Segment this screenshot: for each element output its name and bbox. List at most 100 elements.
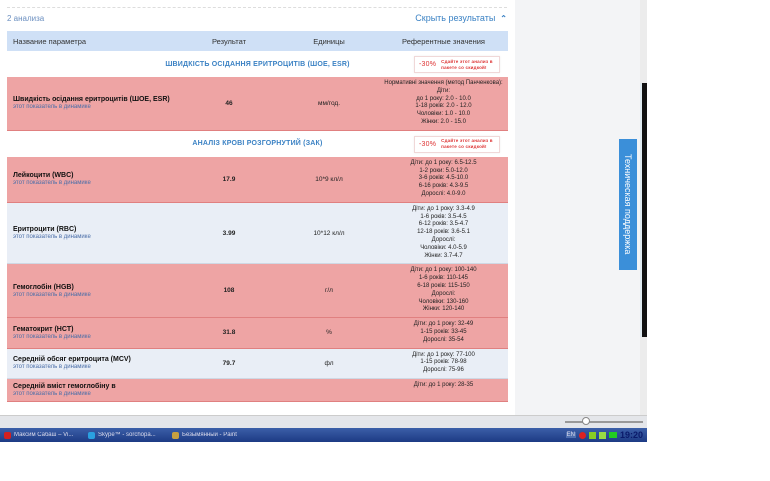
reference-line: Діти: до 1 року: 100-140	[410, 267, 477, 274]
dynamics-link[interactable]: этот показатель в динамике	[13, 333, 91, 340]
reference-line: 1-2 роки: 5.0-12.0	[419, 167, 468, 174]
zoom-slider[interactable]	[565, 421, 643, 423]
parameter-cell: Середній обсяг еритроцита (MCV) этот пока…	[7, 356, 179, 370]
reference-line: 12-18 років: 3.6-5.1	[417, 229, 470, 236]
check-tray-icon[interactable]	[598, 431, 606, 439]
dynamics-link[interactable]: этот показатель в динамике	[13, 180, 91, 187]
package-discount-promo[interactable]: -30% Сдайте этот анализ в пакете со скидк…	[414, 56, 500, 73]
section-title: ШВИДКІСТЬ ОСІДАННЯ ЕРИТРОЦИТІВ (ШОЕ, ESR…	[165, 60, 350, 68]
parameter-name: Гемоглобін (HGB)	[13, 283, 74, 291]
parameter-cell: Еритроцити (RBC) этот показатель в динами…	[7, 226, 179, 240]
reference-line: Дорослі:	[431, 290, 456, 297]
table-header: Название параметра Результат Единицы Реф…	[7, 31, 508, 51]
taskbar-button[interactable]: Максим Сабаш – Vi...	[4, 431, 84, 439]
parameter-cell: Гематокрит (HCT) этот показатель в динами…	[7, 326, 179, 340]
units-value: г/л	[325, 287, 333, 295]
header-result: Результат	[211, 36, 247, 46]
units-value: %	[326, 329, 332, 337]
reference-line: 1-6 років: 110-145	[418, 275, 469, 282]
reference-line	[379, 390, 508, 398]
reference-line: Нормативні значення (метод Панченкова):	[384, 80, 503, 86]
reference-line: Дорослі: 35-54	[423, 336, 464, 343]
hide-results-label: Скрыть результаты	[415, 13, 496, 23]
dynamics-link[interactable]: этот показатель в динамике	[13, 390, 91, 397]
task-list: Максим Сабаш – Vi... Skype™ - sorchopa...…	[0, 431, 252, 439]
reference-line: Діти: до 1 року: 6.5-12.5	[410, 159, 477, 166]
hide-results-button[interactable]: Скрыть результаты ⌃	[415, 13, 507, 23]
package-discount-promo[interactable]: -30% Сдайте этот анализ в пакете со скидк…	[414, 135, 500, 153]
result-value: 31.8	[222, 329, 236, 337]
battery-tray-icon[interactable]	[608, 432, 617, 438]
discount-badge: -30%	[419, 140, 437, 148]
results-table: Название параметра Результат Единицы Реф…	[7, 31, 508, 402]
taskbar-label: Максим Сабаш – Vi...	[14, 432, 74, 438]
app-icon	[172, 431, 179, 439]
reference-line: 1-15 років: 78-98	[420, 359, 467, 366]
promo-text: Сдайте этот анализ в пакете со скидкой!	[441, 138, 493, 150]
taskbar-label: Безымянный - Paint	[182, 432, 237, 438]
reference-line: 6-16 років: 4.3-9.5	[418, 183, 469, 190]
browser-viewport: 2 анализа Скрыть результаты ⌃ Название па…	[0, 0, 640, 415]
parameter-name: Еритроцити (RBC)	[13, 226, 77, 234]
units-value: 10*9 кл/л	[315, 175, 343, 183]
reference-line: 1-6 років: 3.5-4.5	[420, 213, 467, 220]
parameter-cell: Швидкість осідання еритроцитів (ШОЕ, ESR…	[7, 96, 179, 110]
opera-tray-icon[interactable]	[578, 431, 586, 439]
header-parameter: Название параметра	[13, 36, 87, 46]
analysis-count: 2 анализа	[7, 14, 45, 23]
reference-line: 6-12 років: 3.5-4.7	[418, 221, 469, 228]
table-row: Лейкоцити (WBC) этот показатель в динамик…	[7, 156, 508, 203]
dynamics-link[interactable]: этот показатель в динамике	[13, 364, 91, 371]
reference-values: Діти: до 1 року: 28-35	[379, 379, 508, 401]
units-value: 10*12 кл/л	[313, 229, 345, 237]
taskbar-label: Skype™ - sorchopa...	[98, 432, 156, 438]
reference-line: до 1 року: 2.0 - 10.0	[416, 95, 471, 102]
system-tray: EN 19:20	[565, 430, 643, 440]
app-icon	[4, 431, 11, 439]
reference-line: Чоловіки: 130-160	[418, 298, 469, 305]
reference-line: Чоловіки: 4.0-5.9	[420, 244, 467, 251]
parameter-name: Лейкоцити (WBC)	[13, 172, 74, 180]
reference-line: 1-15 років: 33-45	[420, 328, 467, 335]
result-value: 46	[225, 99, 233, 107]
reference-line: Жінки: 2.0 - 15.0	[421, 118, 466, 125]
chevron-up-icon: ⌃	[500, 14, 507, 23]
table-row: Гемоглобін (HGB) этот показатель в динами…	[7, 264, 508, 319]
parameter-name: Середній обсяг еритроцита (MCV)	[13, 356, 131, 364]
units-value: фл	[324, 359, 334, 367]
dynamics-link[interactable]: этот показатель в динамике	[13, 104, 91, 111]
table-row: Швидкість осідання еритроцитів (ШОЕ, ESR…	[7, 77, 508, 131]
reference-line: Діти: до 1 року: 28-35	[413, 381, 474, 388]
parameter-cell: Лейкоцити (WBC) этот показатель в динамик…	[7, 172, 179, 186]
reference-values: Діти: до 1 року: 3.3-4.9 1-6 років: 3.5-4…	[379, 203, 508, 264]
divider	[7, 7, 507, 8]
header-units: Единицы	[313, 36, 345, 46]
result-value: 3.99	[222, 229, 236, 237]
result-value: 108	[223, 287, 235, 295]
discount-badge: -30%	[419, 61, 437, 68]
reference-line: Жінки: 120-140	[422, 306, 465, 313]
parameter-cell: Гемоглобін (HGB) этот показатель в динами…	[7, 284, 179, 298]
side-window-thumbnail	[640, 83, 647, 337]
taskbar-button[interactable]: Безымянный - Paint	[172, 431, 252, 439]
reference-line: Діти: до 1 року: 77-100	[412, 351, 475, 358]
dynamics-link[interactable]: этот показатель в динамике	[13, 291, 91, 298]
language-indicator[interactable]: EN	[565, 432, 576, 438]
reference-line: Діти: до 1 року: 32-49	[413, 321, 474, 328]
reference-values: Діти: до 1 року: 32-49 1-15 років: 33-45 Д…	[379, 318, 508, 347]
parameter-name: Швидкість осідання еритроцитів (ШОЕ, ESR…	[13, 96, 170, 104]
taskbar-button[interactable]: Skype™ - sorchopa...	[88, 431, 168, 439]
tech-support-tab[interactable]: Техническая поддержка	[619, 139, 637, 270]
parameter-cell: Середній вміст гемоглобіну в этот показат…	[7, 383, 179, 397]
dynamics-link[interactable]: этот показатель в динамике	[13, 234, 91, 241]
reference-line: Дорослі: 4.0-9.0	[421, 190, 466, 197]
result-value: 79.7	[222, 359, 236, 367]
reference-values: Нормативні значення (метод Панченкова): Д…	[379, 77, 508, 130]
zoom-slider-handle[interactable]	[582, 417, 590, 425]
clock[interactable]: 19:20	[619, 430, 643, 440]
table-row: Гематокрит (HCT) этот показатель в динами…	[7, 318, 508, 349]
reference-values: Діти: до 1 року: 77-100 1-15 років: 78-98…	[379, 349, 508, 378]
reference-values: Діти: до 1 року: 100-140 1-6 років: 110-1…	[379, 264, 508, 317]
download-tray-icon[interactable]	[588, 431, 596, 439]
taskbar: Максим Сабаш – Vi... Skype™ - sorchopa...…	[0, 428, 647, 442]
